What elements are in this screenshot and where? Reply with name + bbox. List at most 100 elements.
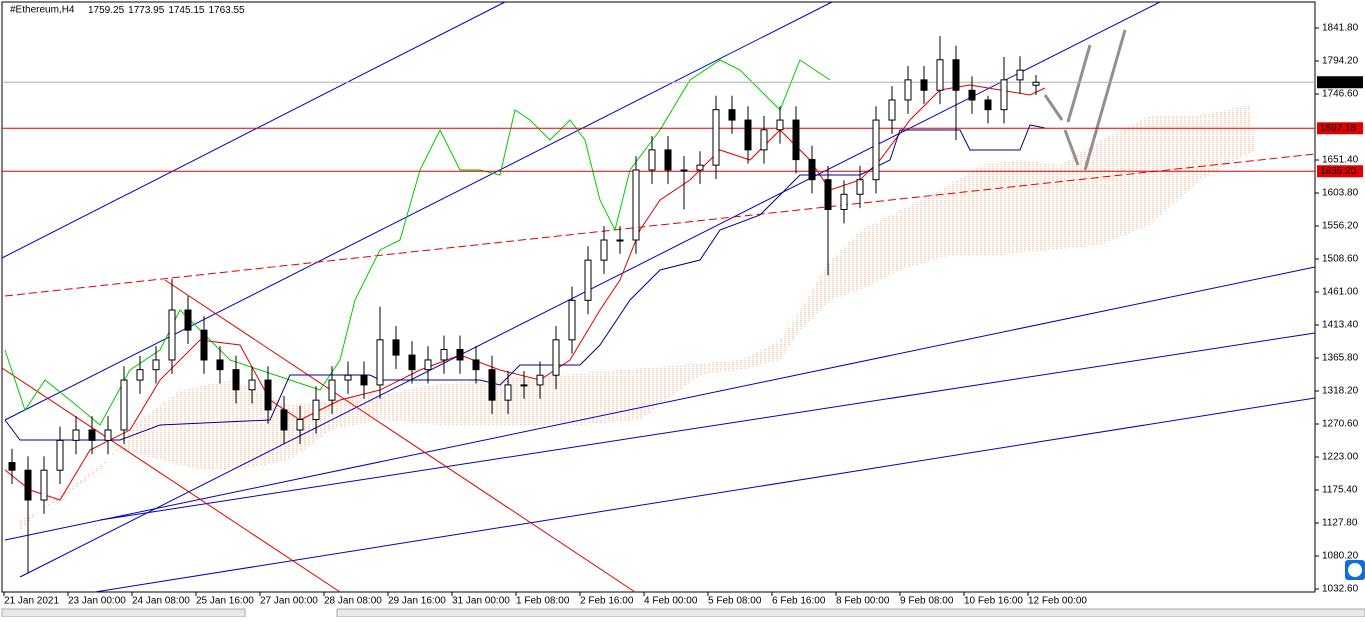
x-tick-label: 9 Feb 08:00 <box>900 596 954 607</box>
arrow <box>1066 44 1092 123</box>
candle-body <box>760 129 768 151</box>
candle-body <box>952 59 960 91</box>
candle-body <box>440 349 448 361</box>
candle-body <box>520 384 528 387</box>
candle-body <box>1032 81 1040 86</box>
candle-body <box>920 79 928 91</box>
y-tick-label: 1461.00 <box>1322 287 1359 298</box>
level-tag <box>1317 165 1363 178</box>
y-tick-label: 1603.80 <box>1322 188 1359 199</box>
candle-body <box>616 239 624 242</box>
candle-body <box>280 409 288 431</box>
level-label: 1635.20 <box>1320 166 1357 177</box>
candle-body <box>648 149 656 171</box>
candle-body <box>584 259 592 301</box>
candle-body <box>792 119 800 161</box>
y-tick-label: 1127.80 <box>1322 518 1358 529</box>
candle-body <box>248 379 256 391</box>
trend-line <box>94 397 1316 593</box>
y-tick-label: 1175.40 <box>1322 485 1358 496</box>
symbol-title: #Ethereum,H4 <box>10 5 75 16</box>
level-label: 1697.18 <box>1320 123 1357 134</box>
x-tick-label: 27 Jan 00:00 <box>260 596 318 607</box>
x-tick-label: 23 Jan 00:00 <box>68 596 126 607</box>
trend-line <box>4 266 1316 541</box>
candle-body <box>56 439 64 471</box>
candle-body <box>664 149 672 171</box>
y-tick-label: 1841.80 <box>1322 23 1359 34</box>
chikou-line <box>4 59 831 426</box>
x-tick-label: 4 Feb 00:00 <box>644 596 698 607</box>
candle-body <box>632 169 640 241</box>
candle-body <box>408 354 416 371</box>
candle-body <box>776 119 784 131</box>
trend-line <box>1 1 506 259</box>
cloud <box>20 105 1255 530</box>
candle-body <box>856 179 864 195</box>
x-tick-label: 21 Jan 2021 <box>4 596 59 607</box>
arrow <box>1043 94 1064 121</box>
y-tick-label: 1556.20 <box>1322 221 1359 232</box>
candle-body <box>88 429 96 441</box>
candle-body <box>152 359 160 371</box>
candle-body <box>872 119 880 181</box>
x-tick-label: 6 Feb 16:00 <box>772 596 826 607</box>
candle-body <box>968 89 976 101</box>
candle-body <box>696 164 704 171</box>
candle-body <box>888 99 896 121</box>
candle-body <box>1000 79 1008 111</box>
candle-body <box>568 299 576 341</box>
candle-body <box>808 159 816 181</box>
arrow <box>1083 29 1127 171</box>
x-tick-label: 31 Jan 00:00 <box>452 596 510 607</box>
tab-strip[interactable] <box>1 608 246 618</box>
forecast-arrows <box>1043 29 1127 171</box>
candle-body <box>472 359 480 371</box>
candle-body <box>312 399 320 421</box>
plot-frame <box>1 1 1316 593</box>
candle-body <box>984 99 992 111</box>
candle-body <box>296 419 304 431</box>
x-tick-label: 2 Feb 16:00 <box>580 596 634 607</box>
x-tick-label: 1 Feb 08:00 <box>516 596 570 607</box>
candle-body <box>328 379 336 401</box>
y-tick-label: 1318.20 <box>1322 386 1359 397</box>
ohlc-header: 1759.25 1773.95 1745.15 1763.55 <box>88 5 245 16</box>
candle-body <box>184 309 192 331</box>
candle-body <box>600 239 608 261</box>
candle-body <box>8 462 16 471</box>
candle-body <box>456 349 464 361</box>
kijun-line <box>4 124 1046 441</box>
scrollbar[interactable] <box>336 608 1365 618</box>
x-tick-label: 5 Feb 08:00 <box>708 596 762 607</box>
candle-body <box>840 193 848 211</box>
y-tick-label: 1746.60 <box>1322 89 1359 100</box>
trend-line <box>1 367 341 593</box>
x-tick-label: 24 Jan 08:00 <box>132 596 190 607</box>
candle-body <box>552 339 560 376</box>
candle-body <box>680 169 688 172</box>
candle-body <box>24 469 32 501</box>
y-tick-label: 1032.60 <box>1322 584 1359 595</box>
x-tick-label: 29 Jan 16:00 <box>388 596 446 607</box>
candle-body <box>424 359 432 371</box>
candle-body <box>728 109 736 121</box>
candle-body <box>360 374 368 386</box>
trend-line <box>164 279 636 593</box>
x-tick-label: 12 Feb 00:00 <box>1028 596 1087 607</box>
price-label: 1763.55 <box>1320 77 1357 88</box>
candle-body <box>72 429 80 441</box>
candle-body <box>744 119 752 151</box>
candle-body <box>264 379 272 411</box>
candle-body <box>232 369 240 391</box>
candle-body <box>904 79 912 101</box>
candle-body <box>40 469 48 501</box>
candle-body <box>504 384 512 401</box>
candle-body <box>488 369 496 401</box>
y-tick-label: 1794.20 <box>1322 56 1359 67</box>
candle-body <box>712 109 720 166</box>
candle-body <box>392 339 400 356</box>
candle-body <box>136 369 144 381</box>
candle-body <box>536 374 544 386</box>
